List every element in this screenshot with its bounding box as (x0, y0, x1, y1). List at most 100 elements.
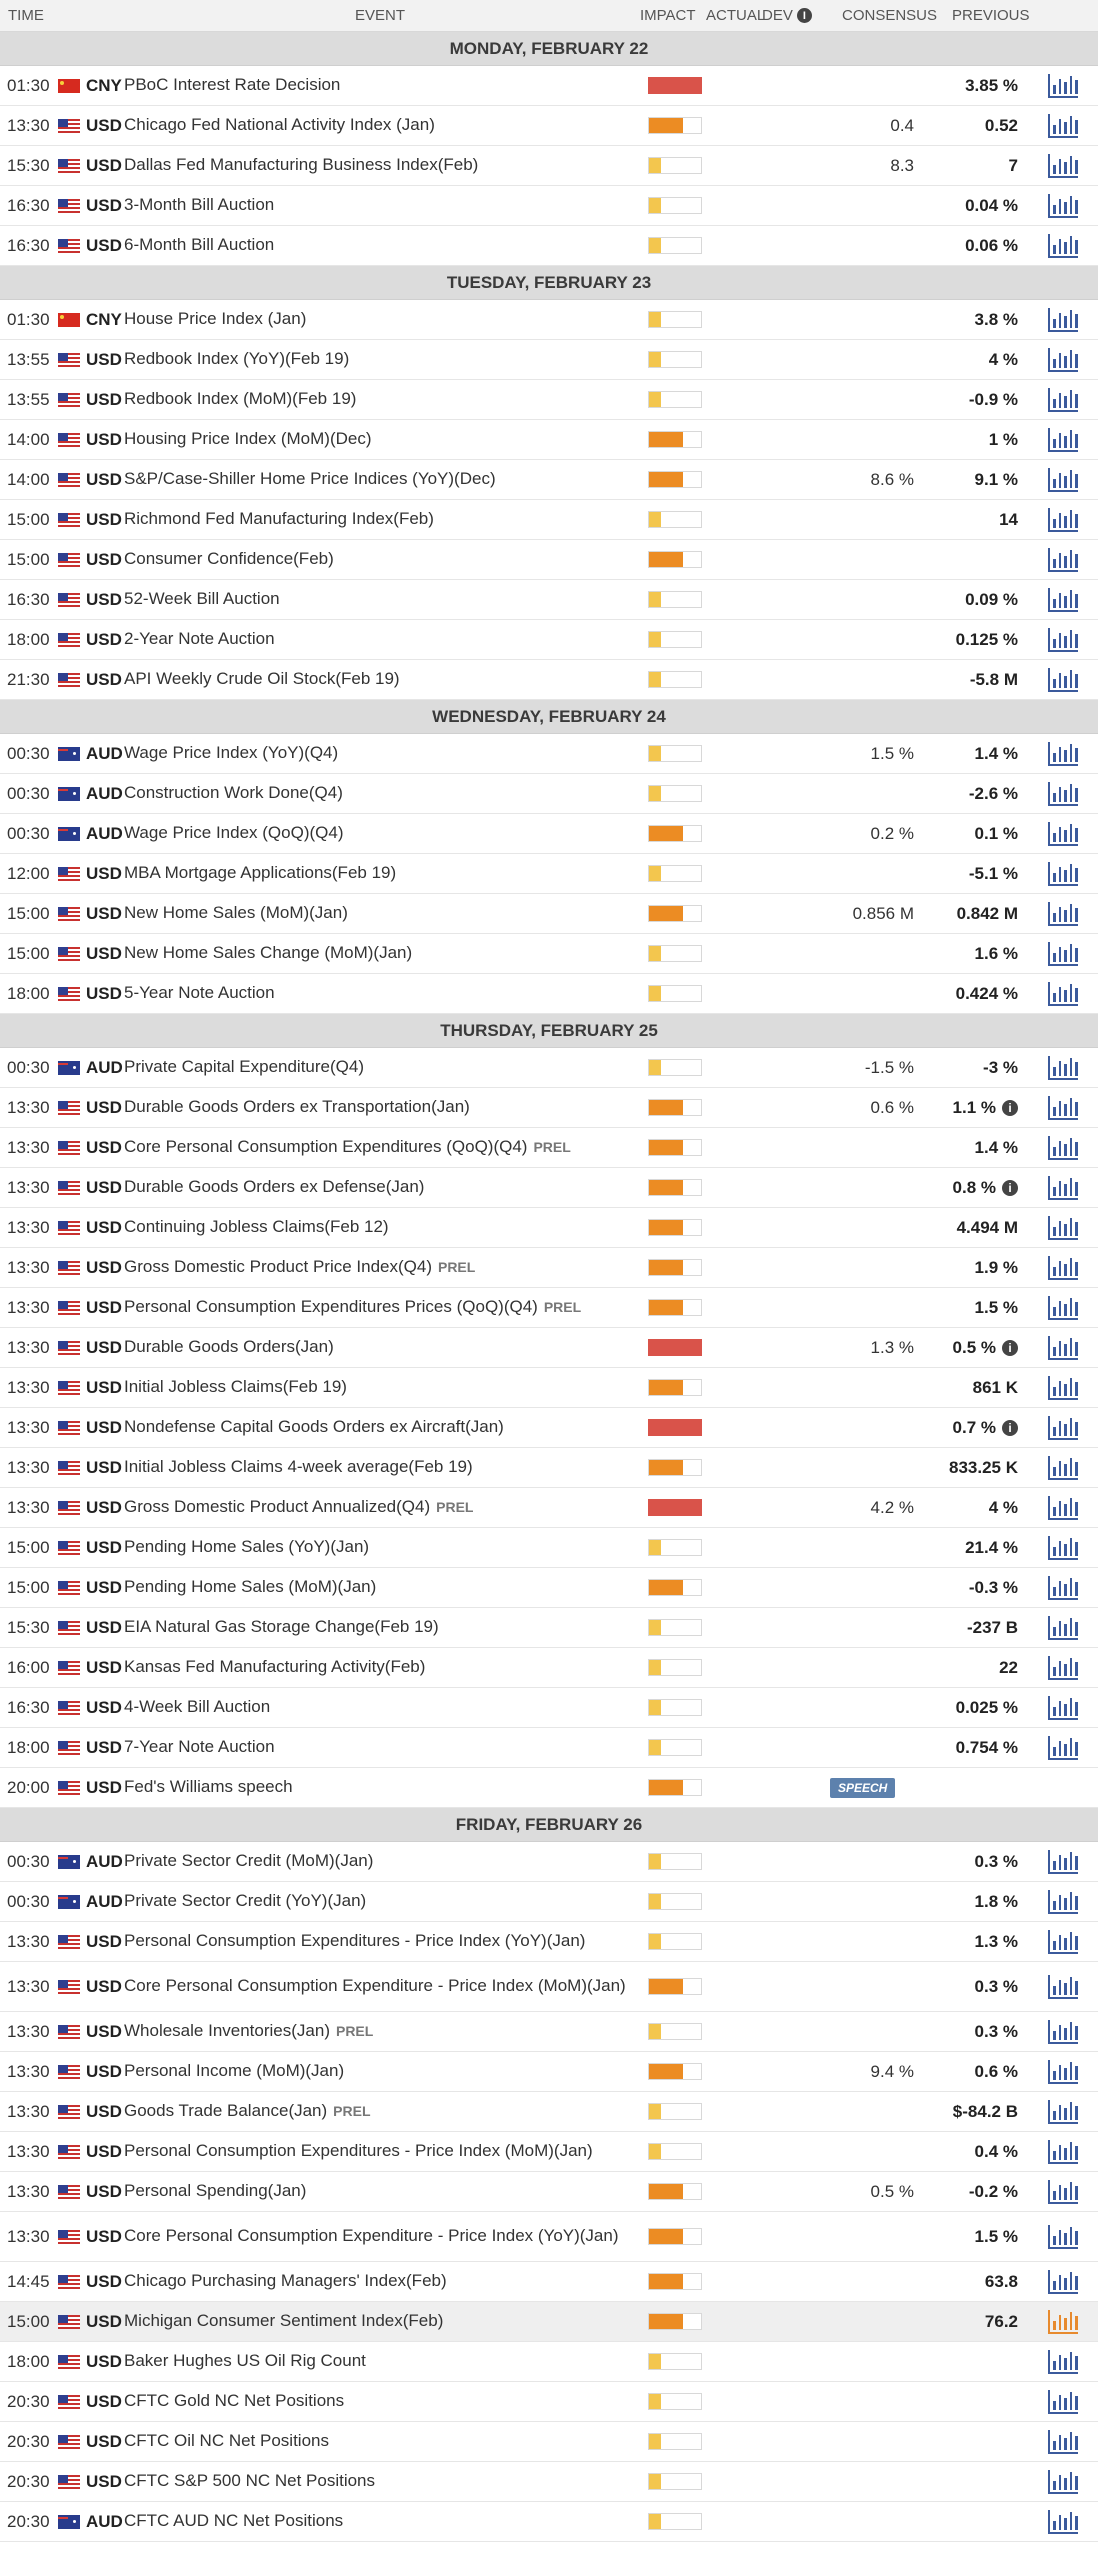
event-title[interactable]: Pending Home Sales (YoY)(Jan) (124, 1537, 370, 1557)
event-name[interactable]: Redbook Index (MoM)(Feb 19) (124, 389, 644, 409)
bar-chart-icon[interactable] (1048, 347, 1078, 372)
event-name[interactable]: Personal Consumption Expenditures - Pric… (124, 1931, 644, 1951)
event-title[interactable]: Personal Income (MoM)(Jan) (124, 2061, 345, 2081)
event-title[interactable]: Personal Consumption Expenditures Prices… (124, 1297, 538, 1317)
table-row[interactable]: 00:30 AUD Private Sector Credit (MoM)(Jan)… (0, 1842, 1098, 1882)
event-name[interactable]: House Price Index (Jan) (124, 309, 644, 329)
bar-chart-icon[interactable] (1048, 2224, 1078, 2249)
bar-chart-icon[interactable] (1048, 981, 1078, 1006)
bar-chart-icon[interactable] (1048, 73, 1078, 98)
event-name[interactable]: Personal Consumption Expenditures Prices… (124, 1297, 644, 1317)
event-name[interactable]: Chicago Fed National Activity Index (Jan… (124, 115, 644, 135)
event-name[interactable]: 6-Month Bill Auction (124, 235, 644, 255)
bar-chart-icon[interactable] (1048, 1055, 1078, 1080)
bar-chart-icon[interactable] (1048, 2309, 1078, 2334)
bar-chart-icon[interactable] (1048, 821, 1078, 846)
event-name[interactable]: Construction Work Done(Q4) (124, 783, 644, 803)
event-title[interactable]: House Price Index (Jan) (124, 309, 307, 329)
event-name[interactable]: Core Personal Consumption Expenditure - … (124, 1976, 644, 1996)
event-title[interactable]: Baker Hughes US Oil Rig Count (124, 2351, 366, 2371)
event-name[interactable]: API Weekly Crude Oil Stock(Feb 19) (124, 669, 644, 689)
event-name[interactable]: 2-Year Note Auction (124, 629, 644, 649)
table-row[interactable]: 20:30 AUD CFTC AUD NC Net Positions (0, 2502, 1098, 2542)
table-row[interactable]: 00:30 AUD Private Sector Credit (YoY)(Jan)… (0, 1882, 1098, 1922)
bar-chart-icon[interactable] (1048, 1175, 1078, 1200)
event-name[interactable]: Consumer Confidence(Feb) (124, 549, 644, 569)
table-row[interactable]: 15:00 USD Michigan Consumer Sentiment Inde… (0, 2302, 1098, 2342)
table-row[interactable]: 13:30 USD Durable Goods Orders ex Defense(… (0, 1168, 1098, 1208)
event-title[interactable]: Redbook Index (MoM)(Feb 19) (124, 389, 357, 409)
bar-chart-icon[interactable] (1048, 2269, 1078, 2294)
bar-chart-icon[interactable] (1048, 1974, 1078, 1999)
bar-chart-icon[interactable] (1048, 233, 1078, 258)
event-name[interactable]: Initial Jobless Claims 4-week average(Fe… (124, 1457, 644, 1477)
event-name[interactable]: Wholesale Inventories(Jan) PREL (124, 2021, 644, 2041)
bar-chart-icon[interactable] (1048, 467, 1078, 492)
table-row[interactable]: 14:45 USD Chicago Purchasing Managers' Ind… (0, 2262, 1098, 2302)
event-name[interactable]: PBoC Interest Rate Decision (124, 75, 644, 95)
event-name[interactable]: CFTC S&P 500 NC Net Positions (124, 2471, 644, 2491)
header-impact[interactable]: IMPACT (640, 7, 696, 24)
bar-chart-icon[interactable] (1048, 1455, 1078, 1480)
event-name[interactable]: Private Sector Credit (MoM)(Jan) (124, 1851, 644, 1871)
bar-chart-icon[interactable] (1048, 2099, 1078, 2124)
event-name[interactable]: Kansas Fed Manufacturing Activity(Feb) (124, 1657, 644, 1677)
bar-chart-icon[interactable] (1048, 627, 1078, 652)
bar-chart-icon[interactable] (1048, 1135, 1078, 1160)
table-row[interactable]: 15:30 USD Dallas Fed Manufacturing Busines… (0, 146, 1098, 186)
table-row[interactable]: 13:30 USD Chicago Fed National Activity In… (0, 106, 1098, 146)
event-name[interactable]: CFTC AUD NC Net Positions (124, 2511, 644, 2531)
table-row[interactable]: 13:30 USD Goods Trade Balance(Jan) PREL $-84… (0, 2092, 1098, 2132)
bar-chart-icon[interactable] (1048, 781, 1078, 806)
event-name[interactable]: Core Personal Consumption Expenditures (… (124, 1137, 644, 1157)
bar-chart-icon[interactable] (1048, 1535, 1078, 1560)
table-row[interactable]: 13:30 USD Initial Jobless Claims 4-week av… (0, 1448, 1098, 1488)
event-title[interactable]: Personal Consumption Expenditures - Pric… (124, 2141, 593, 2161)
event-name[interactable]: Personal Consumption Expenditures - Pric… (124, 2141, 644, 2161)
header-dev[interactable]: DEV i (762, 7, 842, 24)
event-name[interactable]: Fed's Williams speech (124, 1777, 644, 1797)
table-row[interactable]: 14:00 USD Housing Price Index (MoM)(Dec) 1 … (0, 420, 1098, 460)
table-row[interactable]: 00:30 AUD Construction Work Done(Q4) -2.6 % (0, 774, 1098, 814)
table-row[interactable]: 18:00 USD 5-Year Note Auction 0.424 % (0, 974, 1098, 1014)
event-title[interactable]: Initial Jobless Claims(Feb 19) (124, 1377, 347, 1397)
bar-chart-icon[interactable] (1048, 387, 1078, 412)
event-title[interactable]: Private Capital Expenditure(Q4) (124, 1057, 365, 1077)
table-row[interactable]: 13:55 USD Redbook Index (YoY)(Feb 19) 4 % (0, 340, 1098, 380)
table-row[interactable]: 13:30 USD Continuing Jobless Claims(Feb 12… (0, 1208, 1098, 1248)
bar-chart-icon[interactable] (1048, 1255, 1078, 1280)
event-title[interactable]: 5-Year Note Auction (124, 983, 275, 1003)
event-name[interactable]: Richmond Fed Manufacturing Index(Feb) (124, 509, 644, 529)
table-row[interactable]: 13:30 USD Gross Domestic Product Price Ind… (0, 1248, 1098, 1288)
event-name[interactable]: 7-Year Note Auction (124, 1737, 644, 1757)
event-name[interactable]: CFTC Gold NC Net Positions (124, 2391, 644, 2411)
table-row[interactable]: 00:30 AUD Wage Price Index (QoQ)(Q4) 0.2 % 0… (0, 814, 1098, 854)
event-title[interactable]: Consumer Confidence(Feb) (124, 549, 334, 569)
bar-chart-icon[interactable] (1048, 1655, 1078, 1680)
event-name[interactable]: Redbook Index (YoY)(Feb 19) (124, 349, 644, 369)
event-name[interactable]: Pending Home Sales (YoY)(Jan) (124, 1537, 644, 1557)
event-name[interactable]: Wage Price Index (YoY)(Q4) (124, 743, 644, 763)
bar-chart-icon[interactable] (1048, 2509, 1078, 2534)
event-title[interactable]: Chicago Fed National Activity Index (Jan… (124, 115, 435, 135)
event-title[interactable]: Gross Domestic Product Price Index(Q4) (124, 1257, 432, 1277)
table-row[interactable]: 13:30 USD Durable Goods Orders(Jan) 1.3 % 0.… (0, 1328, 1098, 1368)
event-name[interactable]: 5-Year Note Auction (124, 983, 644, 1003)
event-title[interactable]: API Weekly Crude Oil Stock(Feb 19) (124, 669, 400, 689)
event-name[interactable]: Private Capital Expenditure(Q4) (124, 1057, 644, 1077)
event-name[interactable]: Nondefense Capital Goods Orders ex Aircr… (124, 1417, 644, 1437)
event-title[interactable]: Michigan Consumer Sentiment Index(Feb) (124, 2311, 444, 2331)
event-title[interactable]: Core Personal Consumption Expenditure - … (124, 2226, 619, 2246)
table-row[interactable]: 20:30 USD CFTC Oil NC Net Positions (0, 2422, 1098, 2462)
bar-chart-icon[interactable] (1048, 1889, 1078, 1914)
table-row[interactable]: 13:30 USD Nondefense Capital Goods Orders … (0, 1408, 1098, 1448)
bar-chart-icon[interactable] (1048, 193, 1078, 218)
bar-chart-icon[interactable] (1048, 153, 1078, 178)
bar-chart-icon[interactable] (1048, 427, 1078, 452)
event-name[interactable]: Gross Domestic Product Price Index(Q4) PR… (124, 1257, 644, 1277)
event-name[interactable]: Wage Price Index (QoQ)(Q4) (124, 823, 644, 843)
table-row[interactable]: 13:30 USD Personal Consumption Expenditure… (0, 1922, 1098, 1962)
event-title[interactable]: Gross Domestic Product Annualized(Q4) (124, 1497, 431, 1517)
table-row[interactable]: 16:30 USD 3-Month Bill Auction 0.04 % (0, 186, 1098, 226)
event-name[interactable]: Michigan Consumer Sentiment Index(Feb) (124, 2311, 644, 2331)
